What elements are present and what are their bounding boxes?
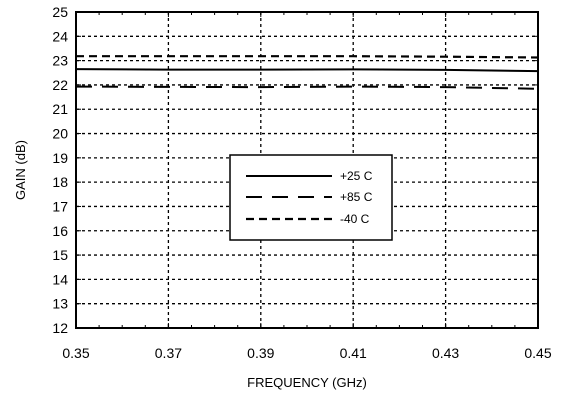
y-tick-label: 15 bbox=[52, 247, 68, 263]
axis-ticks bbox=[75, 11, 539, 329]
x-tick-label: 0.37 bbox=[155, 345, 182, 361]
legend-label-2: +85 C bbox=[340, 190, 373, 204]
legend: +25 C +85 C -40 C bbox=[229, 154, 393, 241]
y-tick-label: 24 bbox=[52, 28, 68, 44]
series-line-2 bbox=[75, 85, 539, 90]
y-tick-label: 22 bbox=[52, 77, 68, 93]
y-tick-label: 20 bbox=[52, 126, 68, 142]
x-tick-label: 0.35 bbox=[62, 345, 89, 361]
y-tick-label: 12 bbox=[52, 320, 68, 336]
y-tick-label: 19 bbox=[52, 150, 68, 166]
x-tick-label: 0.39 bbox=[247, 345, 274, 361]
y-tick-label: 16 bbox=[52, 223, 68, 239]
y-tick-label: 13 bbox=[52, 296, 68, 312]
y-tick-label: 23 bbox=[52, 53, 68, 69]
x-axis-tick-labels: 0.35 0.37 0.39 0.41 0.43 0.45 bbox=[62, 345, 551, 361]
x-tick-label: 0.43 bbox=[432, 345, 459, 361]
y-tick-label: 17 bbox=[52, 198, 68, 214]
series-line-1 bbox=[75, 68, 539, 73]
y-tick-label: 25 bbox=[52, 4, 68, 20]
y-tick-label: 21 bbox=[52, 101, 68, 117]
y-axis-title: GAIN (dB) bbox=[13, 140, 28, 200]
y-tick-label: 18 bbox=[52, 174, 68, 190]
series-lines bbox=[75, 55, 539, 90]
y-axis-tick-labels: 12 13 14 15 16 17 18 19 20 21 22 23 24 25 bbox=[52, 4, 68, 336]
x-tick-label: 0.45 bbox=[524, 345, 551, 361]
x-axis-title: FREQUENCY (GHz) bbox=[247, 375, 367, 390]
x-tick-label: 0.41 bbox=[340, 345, 367, 361]
legend-label-3: -40 C bbox=[340, 212, 370, 226]
legend-label-1: +25 C bbox=[340, 169, 373, 183]
series-line-3 bbox=[76, 55, 539, 59]
y-tick-label: 14 bbox=[52, 271, 68, 287]
